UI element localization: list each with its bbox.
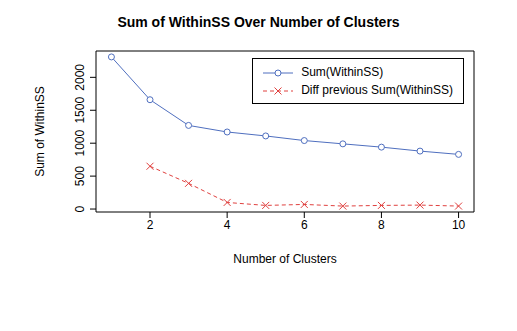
svg-text:1500: 1500 bbox=[73, 97, 87, 124]
svg-text:0: 0 bbox=[73, 205, 87, 212]
html-text:Sum of WithinSS Over Number of: Sum of WithinSS Over Number of Clusters bbox=[117, 14, 400, 30]
html-text:Diff previous Sum(WithinSS): Diff previous Sum(WithinSS) bbox=[301, 83, 453, 97]
svg-text:Number of Clusters: Number of Clusters bbox=[233, 252, 336, 266]
svg-text:500: 500 bbox=[73, 166, 87, 186]
svg-text:Sum of WithinSS: Sum of WithinSS bbox=[33, 86, 47, 177]
html-text:Sum(WithinSS): Sum(WithinSS) bbox=[301, 65, 384, 79]
svg-text:4: 4 bbox=[224, 218, 231, 232]
svg-text:2: 2 bbox=[147, 218, 154, 232]
svg-text:2000: 2000 bbox=[73, 64, 87, 91]
svg-text:8: 8 bbox=[378, 218, 385, 232]
svg-text:10: 10 bbox=[452, 218, 466, 232]
svg-text:1000: 1000 bbox=[73, 130, 87, 157]
svg-text:6: 6 bbox=[301, 218, 308, 232]
